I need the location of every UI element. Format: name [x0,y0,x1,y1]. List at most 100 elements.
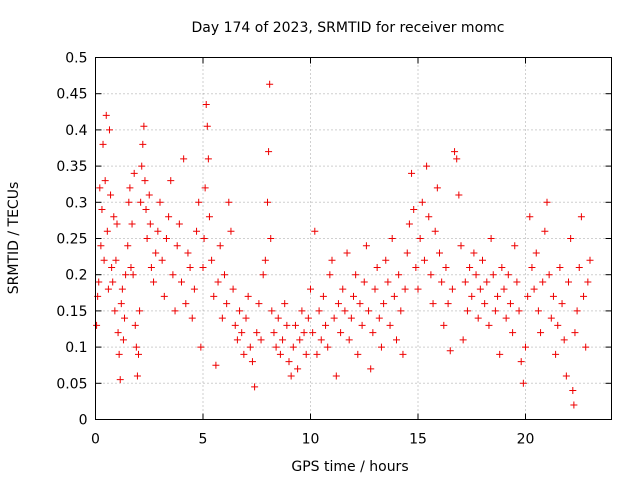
data-point [119,336,127,344]
data-point [205,213,213,221]
data-point [524,292,532,300]
data-point [227,227,235,235]
data-point [158,256,166,264]
data-point [101,177,109,185]
data-point [96,184,104,192]
data-point [401,285,409,293]
data-point [103,227,111,235]
data-point [300,329,308,337]
data-point [216,242,224,250]
data-point [502,314,510,322]
data-point [208,256,216,264]
data-point [265,148,273,156]
data-point [534,307,542,315]
data-point [487,235,495,242]
y-tick-label: 0.05 [56,376,87,392]
data-point [468,292,476,300]
data-point [562,372,570,380]
data-point [466,263,474,271]
data-point [268,307,276,315]
data-point [200,235,208,242]
data-point [570,401,578,409]
data-point [233,336,241,344]
data-point [582,343,590,351]
data-point [203,122,211,130]
data-point [270,329,278,337]
data-point [114,329,122,337]
data-point [352,271,360,279]
data-point [140,122,148,130]
data-point [309,329,317,337]
data-point [438,278,446,286]
data-point [511,242,519,250]
data-point [238,329,246,337]
data-point [384,278,392,286]
data-point [231,321,239,329]
data-point [128,220,136,228]
data-point [171,307,179,315]
data-point [427,271,435,279]
y-tick-label: 0.15 [56,304,87,320]
data-point [418,198,426,206]
data-point [440,321,448,329]
data-point [165,213,173,221]
data-point [190,285,198,293]
plot-frame [95,57,612,420]
data-point [332,372,340,380]
data-point [259,271,267,279]
data-point [515,307,523,315]
data-point [347,314,355,322]
data-point [93,321,101,329]
data-point [577,213,585,221]
axis-ticks [95,57,612,420]
data-point [429,300,437,308]
data-point [180,155,188,163]
data-point [382,256,390,264]
data-point [201,184,209,192]
data-point [567,235,575,242]
data-point [294,365,302,373]
data-point [130,169,138,177]
data-point [509,329,517,337]
data-point [494,292,502,300]
data-point [410,206,418,214]
x-axis-label: GPS time / hours [291,459,408,475]
grid-lines [95,57,612,420]
data-point [459,336,467,344]
data-point [137,198,145,206]
data-points [93,80,594,409]
data-point [425,213,433,221]
data-point [371,285,379,293]
data-point [317,336,325,344]
data-point [390,292,398,300]
data-point [251,383,259,391]
data-point [223,300,231,308]
data-point [315,307,323,315]
data-point [193,227,201,235]
data-point [152,249,160,257]
data-point [453,155,461,163]
data-point [375,314,383,322]
data-point [451,148,459,156]
data-point [319,292,327,300]
data-point [255,300,263,308]
x-tick-label: 15 [409,432,427,448]
data-point [246,343,254,351]
data-point [586,256,594,264]
data-point [291,321,299,329]
data-point [110,213,118,221]
data-point [214,278,222,286]
y-tick-label: 0.5 [65,51,87,67]
data-point [420,256,428,264]
data-point [236,307,244,315]
data-point [302,350,310,358]
data-point [496,350,504,358]
y-axis-label: SRMTID / TECUs [6,182,22,295]
x-tick-label: 20 [517,432,535,448]
data-point [345,336,353,344]
data-point [175,220,183,228]
data-point [433,184,441,192]
data-point [188,314,196,322]
data-point [403,249,411,257]
data-point [139,140,147,148]
